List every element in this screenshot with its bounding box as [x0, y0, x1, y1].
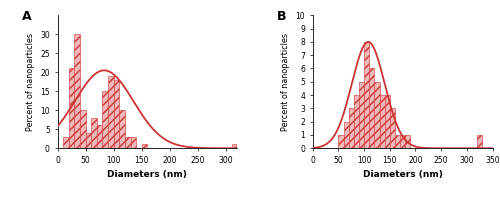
Bar — [477, 135, 482, 148]
Y-axis label: Percent of nanoparticles: Percent of nanoparticles — [281, 33, 290, 131]
Text: A: A — [22, 10, 31, 23]
X-axis label: Diameters (nm): Diameters (nm) — [108, 170, 188, 179]
Bar — [108, 76, 114, 148]
Bar — [142, 145, 148, 148]
X-axis label: Diameters (nm): Diameters (nm) — [362, 170, 442, 179]
Bar — [359, 82, 364, 148]
Bar — [80, 110, 86, 148]
Bar — [354, 95, 359, 148]
Text: B: B — [277, 10, 286, 23]
Bar — [232, 145, 237, 148]
Bar — [68, 68, 74, 148]
Bar — [97, 125, 102, 148]
Bar — [374, 82, 380, 148]
Bar — [63, 137, 68, 148]
Bar — [125, 137, 130, 148]
Bar — [348, 108, 354, 148]
Bar — [338, 135, 344, 148]
Bar — [344, 122, 348, 148]
Y-axis label: Percent of nanoparticles: Percent of nanoparticles — [26, 33, 35, 131]
Bar — [114, 80, 119, 148]
Bar — [384, 95, 390, 148]
Bar — [86, 133, 91, 148]
Bar — [120, 110, 125, 148]
Bar — [395, 135, 400, 148]
Bar — [130, 137, 136, 148]
Bar — [102, 91, 108, 148]
Bar — [91, 118, 97, 148]
Bar — [405, 135, 410, 148]
Bar — [74, 34, 80, 148]
Bar — [380, 95, 384, 148]
Bar — [390, 108, 395, 148]
Bar — [400, 135, 405, 148]
Bar — [364, 42, 369, 148]
Bar — [369, 68, 374, 148]
